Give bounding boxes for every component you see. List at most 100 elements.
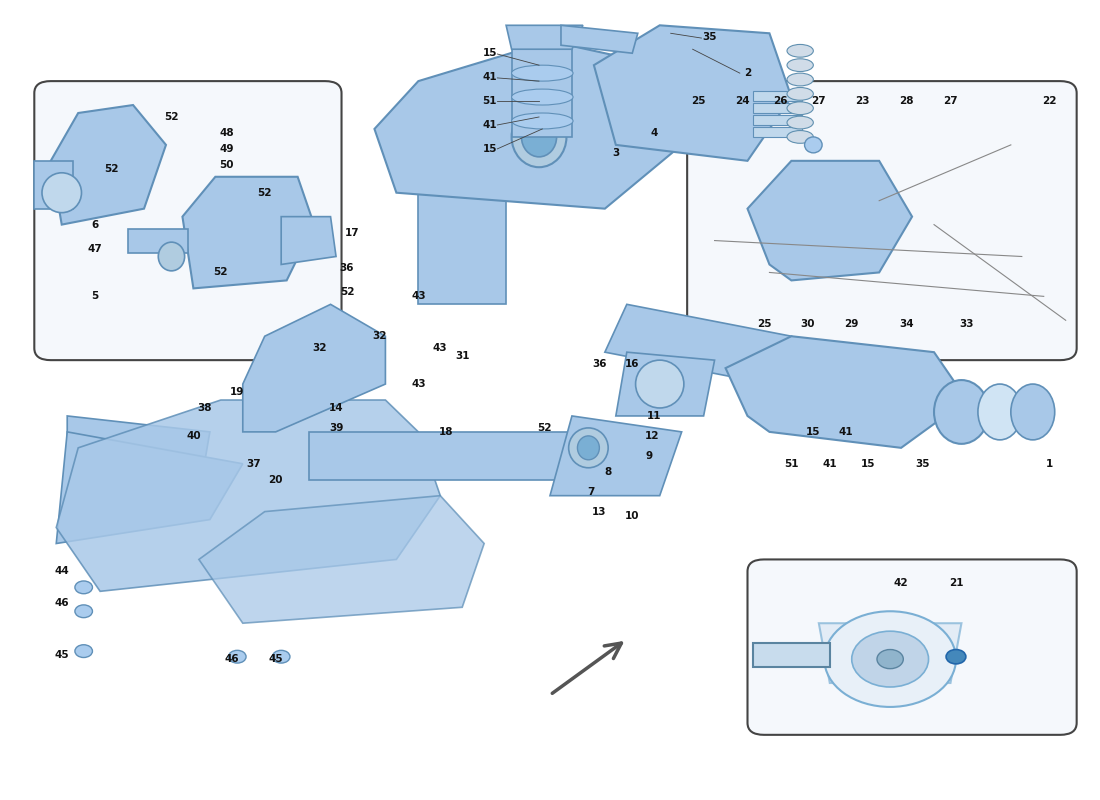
Polygon shape	[34, 161, 73, 209]
FancyBboxPatch shape	[688, 81, 1077, 360]
Polygon shape	[282, 217, 336, 265]
Text: 40: 40	[186, 431, 200, 441]
Polygon shape	[56, 432, 243, 543]
Text: 1: 1	[1046, 458, 1053, 469]
Text: 52: 52	[213, 267, 228, 278]
Text: 23: 23	[856, 96, 870, 106]
Text: 48: 48	[219, 128, 233, 138]
Text: 27: 27	[943, 96, 958, 106]
Polygon shape	[243, 304, 385, 432]
Text: 29: 29	[845, 319, 859, 330]
Text: 3: 3	[613, 148, 619, 158]
Text: 34: 34	[900, 319, 914, 330]
Polygon shape	[56, 400, 440, 591]
Text: 17: 17	[345, 227, 360, 238]
Text: 51: 51	[483, 96, 497, 106]
Text: 25: 25	[757, 319, 771, 330]
Ellipse shape	[786, 58, 813, 71]
Bar	[754, 127, 802, 137]
Ellipse shape	[786, 87, 813, 100]
Text: 24: 24	[735, 96, 749, 106]
Text: 45: 45	[268, 654, 283, 664]
Text: 51: 51	[784, 458, 799, 469]
Text: 36: 36	[592, 359, 606, 369]
Text: 46: 46	[54, 598, 69, 608]
Text: 52: 52	[103, 164, 119, 174]
Text: 41: 41	[482, 120, 497, 130]
Ellipse shape	[569, 428, 608, 468]
Ellipse shape	[512, 65, 573, 81]
Polygon shape	[51, 105, 166, 225]
Ellipse shape	[75, 581, 92, 594]
Text: 22: 22	[1042, 96, 1056, 106]
Text: 14: 14	[329, 403, 343, 413]
Text: 38: 38	[197, 403, 211, 413]
Text: 21: 21	[948, 578, 964, 588]
Ellipse shape	[786, 130, 813, 143]
Text: 6: 6	[91, 220, 98, 230]
Text: 45: 45	[54, 650, 69, 660]
Text: 7: 7	[587, 486, 594, 497]
Ellipse shape	[934, 380, 989, 444]
Text: 18: 18	[439, 427, 453, 437]
Ellipse shape	[786, 116, 813, 129]
Text: 52: 52	[340, 287, 354, 298]
Ellipse shape	[786, 102, 813, 114]
Text: 35: 35	[702, 32, 716, 42]
Ellipse shape	[512, 106, 566, 167]
Polygon shape	[309, 432, 660, 480]
Text: 15: 15	[483, 48, 497, 58]
Ellipse shape	[1011, 384, 1055, 440]
Polygon shape	[67, 416, 210, 527]
Text: 41: 41	[839, 427, 854, 437]
Text: 46: 46	[224, 654, 239, 664]
Text: 8: 8	[605, 466, 612, 477]
Text: 35: 35	[916, 458, 931, 469]
Text: 15: 15	[806, 427, 821, 437]
Text: 5: 5	[91, 291, 98, 302]
Text: 43: 43	[411, 379, 426, 389]
Text: 30: 30	[801, 319, 815, 330]
Text: 36: 36	[340, 263, 354, 274]
Ellipse shape	[229, 650, 246, 663]
Text: 4: 4	[650, 128, 658, 138]
Polygon shape	[128, 229, 188, 253]
Text: 43: 43	[433, 343, 448, 353]
Ellipse shape	[512, 89, 573, 105]
Ellipse shape	[978, 384, 1022, 440]
Text: 19: 19	[230, 387, 244, 397]
Text: 39: 39	[329, 423, 343, 433]
Text: 31: 31	[455, 351, 470, 361]
Polygon shape	[374, 42, 682, 209]
Text: 15: 15	[861, 458, 876, 469]
Text: 11: 11	[647, 411, 661, 421]
Text: 41: 41	[482, 72, 497, 82]
Polygon shape	[550, 416, 682, 496]
Text: 47: 47	[87, 243, 102, 254]
Text: 33: 33	[959, 319, 975, 330]
Text: 50: 50	[219, 160, 233, 170]
Bar	[754, 115, 802, 125]
Ellipse shape	[636, 360, 684, 408]
Text: 32: 32	[373, 331, 387, 342]
Text: 2: 2	[744, 68, 751, 78]
Text: 52: 52	[257, 188, 272, 198]
Polygon shape	[418, 177, 506, 304]
Text: 44: 44	[54, 566, 69, 577]
Ellipse shape	[946, 650, 966, 664]
Bar	[754, 103, 802, 113]
Text: 16: 16	[625, 359, 639, 369]
Text: 49: 49	[219, 144, 233, 154]
FancyArrowPatch shape	[552, 643, 622, 694]
Polygon shape	[594, 26, 791, 161]
Ellipse shape	[877, 650, 903, 669]
Polygon shape	[506, 26, 583, 50]
Text: 52: 52	[537, 423, 552, 433]
Text: 25: 25	[691, 96, 705, 106]
Ellipse shape	[521, 117, 557, 157]
Ellipse shape	[578, 436, 600, 460]
Text: 32: 32	[312, 343, 327, 353]
Text: 13: 13	[592, 506, 606, 517]
Bar	[754, 91, 802, 101]
Text: 26: 26	[773, 96, 788, 106]
